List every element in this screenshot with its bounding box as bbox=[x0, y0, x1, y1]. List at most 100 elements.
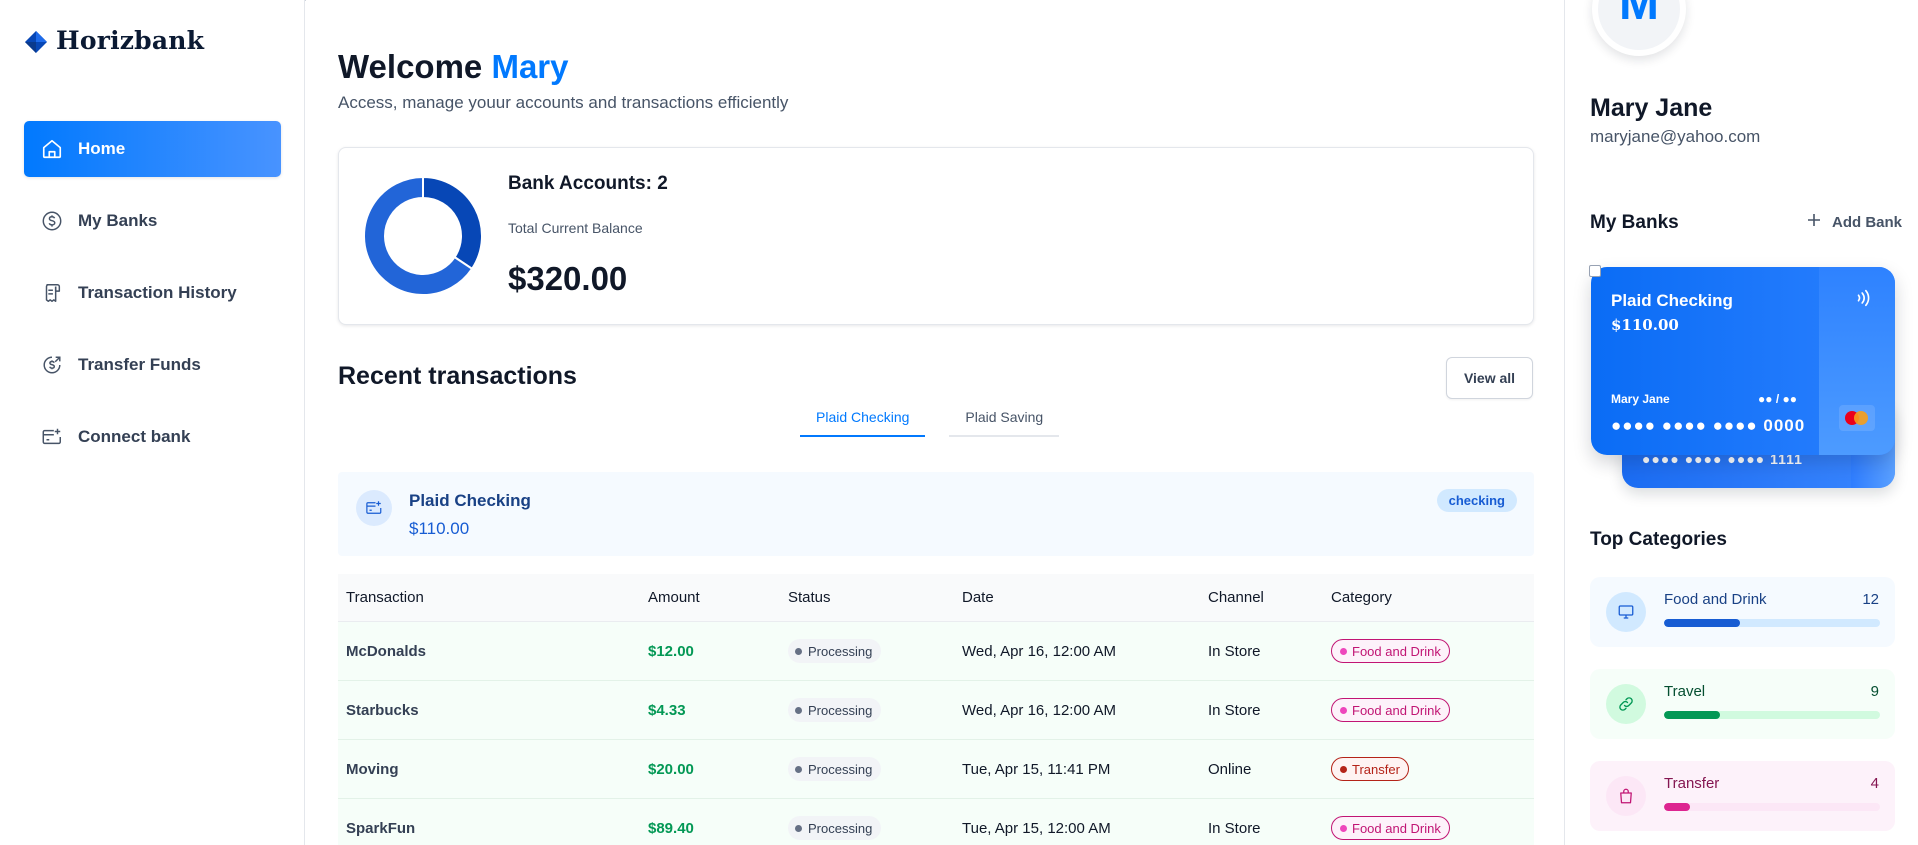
category-dot bbox=[1340, 765, 1347, 773]
plus-icon bbox=[1806, 212, 1822, 232]
nav-label: Transaction History bbox=[78, 283, 237, 302]
bank-accounts-count: Bank Accounts: 2 bbox=[508, 173, 668, 194]
transaction-name: Starbucks bbox=[346, 701, 419, 719]
card-bank-name: Plaid Checking bbox=[1611, 291, 1733, 310]
add-bank-button[interactable]: Add Bank bbox=[1806, 212, 1902, 232]
profile-name: Mary Jane bbox=[1590, 94, 1713, 122]
avatar[interactable]: M bbox=[1592, 0, 1686, 56]
status-badge: Processing bbox=[788, 757, 882, 781]
left-sidebar: Horizbank Home My Banks Transaction Hist… bbox=[0, 0, 305, 845]
avatar-initial: M bbox=[1619, 0, 1659, 30]
bank-card-icon bbox=[356, 490, 392, 526]
transaction-name: Moving bbox=[346, 760, 399, 778]
brand-name: Horizbank bbox=[56, 26, 205, 55]
nav-label: My Banks bbox=[78, 211, 158, 230]
card-balance: $110.00 bbox=[1611, 316, 1679, 334]
transaction-amount: $12.00 bbox=[648, 642, 694, 660]
category-label: Transfer bbox=[1352, 761, 1400, 777]
horizbank-logo-icon bbox=[24, 30, 47, 53]
category-badge: Food and Drink bbox=[1331, 698, 1450, 722]
nav-item-my-banks[interactable]: My Banks bbox=[24, 193, 281, 249]
table-row[interactable]: Starbucks $4.33 Processing Wed, Apr 16, … bbox=[338, 681, 1534, 740]
monitor-icon bbox=[1606, 592, 1646, 632]
status-badge: Processing bbox=[788, 698, 882, 722]
nav-item-home[interactable]: Home bbox=[24, 121, 281, 177]
category-label: Food and Drink bbox=[1352, 643, 1441, 659]
status-label: Processing bbox=[808, 702, 873, 718]
money-send-icon bbox=[40, 353, 64, 377]
transaction-name: SparkFun bbox=[346, 819, 416, 837]
nav-item-transaction-history[interactable]: Transaction History bbox=[24, 265, 281, 321]
page-subtitle: Access, manage youur accounts and transa… bbox=[338, 93, 789, 112]
transaction-amount: $89.40 bbox=[648, 819, 694, 837]
transaction-category: Food and Drink bbox=[1331, 816, 1521, 840]
welcome-user-name: Mary bbox=[491, 48, 569, 85]
nav-label: Connect bank bbox=[78, 427, 191, 446]
table-row[interactable]: Moving $20.00 Processing Tue, Apr 15, 11… bbox=[338, 740, 1534, 799]
column-header-category: Category bbox=[1331, 589, 1392, 606]
receipt-icon bbox=[40, 281, 64, 305]
card-add-icon bbox=[40, 425, 64, 449]
card-number: ●●●● ●●●● ●●●● 1111 bbox=[1642, 451, 1803, 467]
transaction-channel: Online bbox=[1208, 760, 1252, 778]
transaction-category: Food and Drink bbox=[1331, 698, 1521, 722]
main-content: Welcome Mary Access, manage youur accoun… bbox=[306, 0, 1564, 845]
category-progress-fill bbox=[1664, 803, 1690, 811]
table-row[interactable]: SparkFun $89.40 Processing Tue, Apr 15, … bbox=[338, 799, 1534, 845]
status-label: Processing bbox=[808, 820, 873, 836]
broken-image-icon bbox=[1589, 265, 1601, 277]
balance-donut-chart bbox=[363, 176, 483, 296]
account-type-badge: checking bbox=[1436, 489, 1517, 512]
card-holder-name: Mary Jane bbox=[1611, 392, 1670, 406]
status-dot bbox=[795, 824, 802, 832]
column-header-date: Date bbox=[962, 589, 994, 606]
selected-account-banner: Plaid Checking $110.00 checking bbox=[338, 472, 1534, 556]
total-balance-amount: $320.00 bbox=[508, 260, 628, 297]
card-expiry: ●● / ●● bbox=[1758, 392, 1797, 406]
status-label: Processing bbox=[808, 643, 873, 659]
donut-slice-plaid-checking bbox=[422, 176, 483, 271]
tab-plaid-saving[interactable]: Plaid Saving bbox=[949, 405, 1060, 437]
account-tabs: Plaid Checking Plaid Saving bbox=[800, 405, 1060, 437]
link-icon bbox=[1606, 684, 1646, 724]
view-all-button[interactable]: View all bbox=[1446, 357, 1533, 399]
brand-logo[interactable]: Horizbank bbox=[24, 26, 204, 55]
column-header-amount: Amount bbox=[648, 589, 700, 606]
category-dot bbox=[1340, 824, 1347, 832]
nav-label: Transfer Funds bbox=[78, 355, 201, 374]
shopping-bag-icon bbox=[1606, 776, 1646, 816]
home-icon bbox=[40, 137, 64, 161]
transaction-category: Transfer bbox=[1331, 757, 1521, 781]
transaction-status: Processing bbox=[788, 698, 962, 722]
transaction-name: McDonalds bbox=[346, 642, 427, 660]
account-name: Plaid Checking bbox=[409, 491, 531, 510]
dollar-circle-icon bbox=[40, 209, 64, 233]
category-progress-fill bbox=[1664, 619, 1740, 627]
account-balance: $110.00 bbox=[409, 519, 470, 538]
nav-item-connect-bank[interactable]: Connect bank bbox=[24, 409, 281, 465]
my-banks-title: My Banks bbox=[1590, 212, 1679, 233]
total-balance-card: Bank Accounts: 2 Total Current Balance $… bbox=[338, 147, 1534, 325]
tab-plaid-checking[interactable]: Plaid Checking bbox=[800, 405, 926, 437]
category-name: Travel bbox=[1664, 683, 1706, 700]
status-dot bbox=[795, 765, 802, 773]
category-card-food-and-drink[interactable]: Food and Drink 12 bbox=[1590, 577, 1895, 647]
category-card-transfer[interactable]: Transfer 4 bbox=[1590, 761, 1895, 831]
category-progress-fill bbox=[1664, 711, 1721, 719]
category-card-travel[interactable]: Travel 9 bbox=[1590, 669, 1895, 739]
category-count: 9 bbox=[1870, 683, 1879, 700]
category-dot bbox=[1340, 647, 1347, 655]
transactions-table: Transaction Amount Status Date Channel C… bbox=[338, 574, 1534, 845]
category-progress-bar bbox=[1664, 803, 1880, 811]
table-row[interactable]: McDonalds $12.00 Processing Wed, Apr 16,… bbox=[338, 622, 1534, 681]
bank-card-primary[interactable]: Plaid Checking $110.00 Mary Jane ●● / ●●… bbox=[1591, 267, 1895, 455]
nav-item-transfer-funds[interactable]: Transfer Funds bbox=[24, 337, 281, 393]
category-name: Food and Drink bbox=[1664, 591, 1767, 608]
transaction-date: Tue, Apr 15, 12:00 AM bbox=[962, 819, 1111, 837]
transaction-channel: In Store bbox=[1208, 819, 1261, 837]
profile-email: maryjane@yahoo.com bbox=[1590, 127, 1761, 146]
column-header-channel: Channel bbox=[1208, 589, 1264, 606]
column-header-status: Status bbox=[788, 589, 831, 606]
main-nav: Home My Banks Transaction History Transf… bbox=[24, 121, 281, 481]
recent-transactions-title: Recent transactions bbox=[338, 362, 577, 390]
